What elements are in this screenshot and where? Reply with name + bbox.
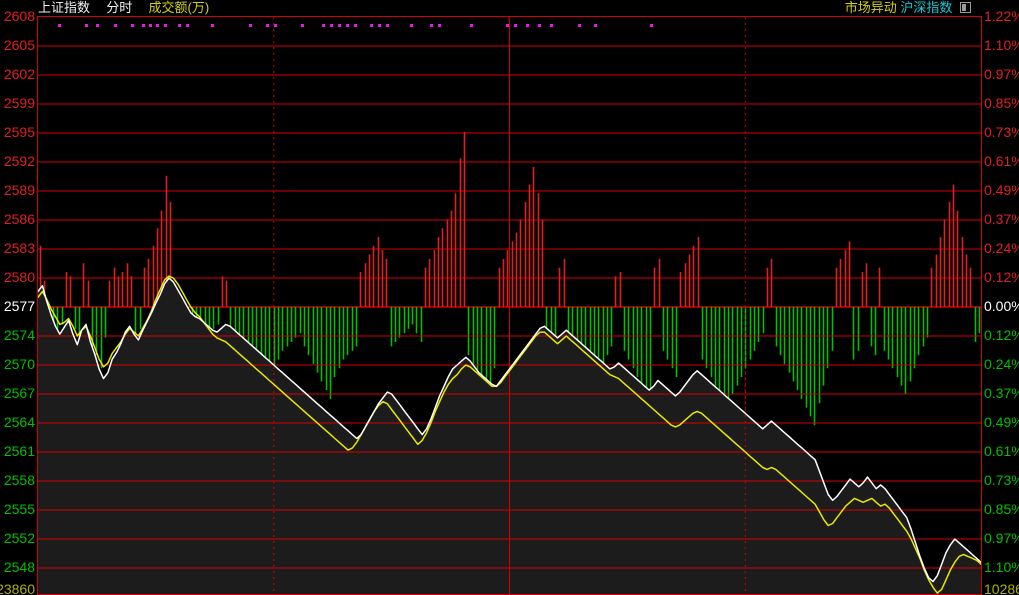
price-axis-tick: 2586 [3, 211, 35, 227]
panel-toggle-icon[interactable] [960, 2, 971, 13]
alert-marker-dot[interactable] [346, 24, 349, 27]
alert-marker-dot[interactable] [338, 24, 341, 27]
percent-axis-tick: 0.24% [984, 240, 1019, 256]
market-index-label[interactable]: 沪深指数 [900, 0, 953, 15]
alert-marker-dot[interactable] [164, 24, 167, 27]
price-axis-tick: 2552 [3, 530, 35, 546]
percent-axis-tick: 1.22% [984, 8, 1019, 24]
price-axis-tick: 2608 [3, 8, 35, 24]
header-right-group: 市场异动 沪深指数 [845, 0, 971, 16]
price-axis-tick: 2555 [3, 501, 35, 517]
price-axis-tick: 2574 [3, 327, 35, 343]
alert-marker-dot[interactable] [114, 24, 117, 27]
price-axis-tick: 2561 [3, 443, 35, 459]
header-left-group: 上证指数 分时 成交额(万) [38, 0, 209, 16]
price-axis-tick: 2580 [3, 269, 35, 285]
alert-marker-dot[interactable] [211, 24, 214, 27]
percent-axis-tick: 1.10% [984, 559, 1019, 575]
percent-axis-tick: 0.37% [984, 211, 1019, 227]
price-axis-tick: 2599 [3, 95, 35, 111]
percent-axis-tick: 1.10% [984, 37, 1019, 53]
percent-axis-tick: 10286 [984, 581, 1019, 595]
alert-marker-dot[interactable] [430, 24, 433, 27]
price-axis-tick: 2605 [3, 37, 35, 53]
price-axis-tick: 2592 [3, 153, 35, 169]
alert-marker-dot[interactable] [354, 24, 357, 27]
average-price-line [38, 275, 981, 594]
market-alert-label[interactable]: 市场异动 [844, 0, 897, 15]
price-axis-tick: 2564 [3, 414, 35, 430]
price-axis-tick: 23860 [0, 581, 35, 595]
alert-marker-dot[interactable] [538, 24, 541, 27]
alert-marker-dot[interactable] [370, 24, 373, 27]
price-axis-tick: 2548 [3, 559, 35, 575]
percent-axis-tick: 0.97% [984, 66, 1019, 82]
chart-header: 上证指数 分时 成交额(万) 市场异动 沪深指数 [0, 0, 1019, 16]
intraday-chart-svg [38, 17, 981, 594]
price-axis-tick: 2570 [3, 356, 35, 372]
price-axis-tick: 2558 [3, 472, 35, 488]
alert-marker-dot[interactable] [410, 24, 413, 27]
price-axis-left: 2608 2605 2602 2599 2595 2592 2589 2586 2583 2580… [0, 0, 37, 595]
alert-marker-dot[interactable] [149, 24, 152, 27]
price-axis-tick: 2595 [3, 124, 35, 140]
price-axis-tick: 2602 [3, 66, 35, 82]
percent-axis-tick: 0.61% [984, 153, 1019, 169]
alert-marker-dot[interactable] [526, 24, 529, 27]
percent-axis-tick: 0.49% [984, 414, 1019, 430]
alert-marker-dot[interactable] [266, 24, 269, 27]
alert-marker-dot[interactable] [438, 24, 441, 27]
alert-marker-dot[interactable] [131, 24, 134, 27]
alert-marker-dot[interactable] [301, 24, 304, 27]
alert-marker-dot[interactable] [142, 24, 145, 27]
percent-axis-tick: 0.85% [984, 95, 1019, 111]
price-line [38, 277, 981, 583]
alert-marker-dot[interactable] [249, 24, 252, 27]
percent-axis-tick: 0.12% [984, 327, 1019, 343]
alert-marker-dot[interactable] [650, 24, 653, 27]
chart-plot-area[interactable] [37, 16, 982, 595]
volume-axis-title: 成交额(万) [148, 0, 210, 15]
price-axis-tick: 2567 [3, 385, 35, 401]
alert-marker-dot[interactable] [58, 24, 61, 27]
alert-marker-dot[interactable] [330, 24, 333, 27]
alert-marker-dot[interactable] [514, 24, 517, 27]
alert-marker-dot[interactable] [578, 24, 581, 27]
market-alert-markers[interactable] [38, 17, 981, 35]
percent-axis-tick: 0.85% [984, 501, 1019, 517]
percent-axis-tick: 0.12% [984, 269, 1019, 285]
alert-marker-dot[interactable] [96, 24, 99, 27]
alert-marker-dot[interactable] [186, 24, 189, 27]
percent-axis-right: 1.22% 1.10% 0.97% 0.85% 0.73% 0.61% 0.49% 0.37%… [982, 0, 1019, 595]
percent-axis-tick: 0.00% [984, 298, 1019, 314]
alert-marker-dot[interactable] [322, 24, 325, 27]
alert-marker-dot[interactable] [378, 24, 381, 27]
alert-marker-dot[interactable] [550, 24, 553, 27]
alert-marker-dot[interactable] [506, 24, 509, 27]
price-axis-tick: 2583 [3, 240, 35, 256]
percent-axis-tick: 0.61% [984, 443, 1019, 459]
percent-axis-tick: 0.24% [984, 356, 1019, 372]
price-axis-tick: 2589 [3, 182, 35, 198]
percent-axis-tick: 0.37% [984, 385, 1019, 401]
alert-marker-dot[interactable] [386, 24, 389, 27]
period-label[interactable]: 分时 [106, 0, 133, 15]
price-axis-tick: 2577 [3, 298, 35, 314]
alert-marker-dot[interactable] [470, 24, 473, 27]
alert-marker-dot[interactable] [85, 24, 88, 27]
percent-axis-tick: 0.73% [984, 472, 1019, 488]
alert-marker-dot[interactable] [274, 24, 277, 27]
percent-axis-tick: 0.73% [984, 124, 1019, 140]
percent-axis-tick: 0.49% [984, 182, 1019, 198]
index-name-label[interactable]: 上证指数 [38, 0, 91, 15]
percent-axis-tick: 0.97% [984, 530, 1019, 546]
alert-marker-dot[interactable] [594, 24, 597, 27]
alert-marker-dot[interactable] [156, 24, 159, 27]
alert-marker-dot[interactable] [178, 24, 181, 27]
